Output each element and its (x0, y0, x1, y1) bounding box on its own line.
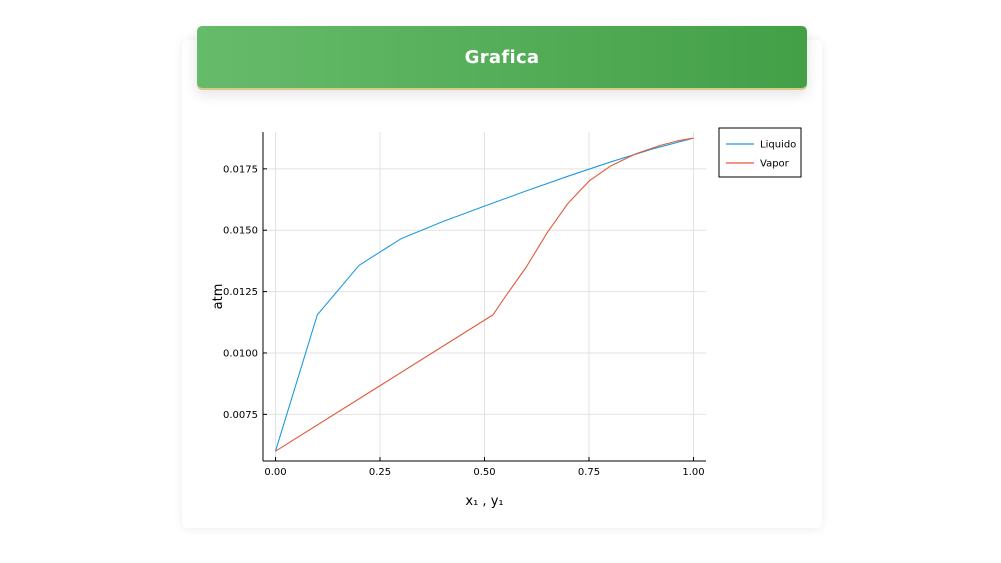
page-title: Grafica (464, 46, 540, 68)
x-tick-label: 0.50 (473, 467, 495, 478)
x-tick-label: 0.00 (264, 467, 286, 478)
card-header: Grafica (197, 26, 807, 88)
x-axis-title: x₁ , y₁ (465, 494, 503, 509)
y-tick-label: 0.0100 (223, 348, 258, 359)
series-line-liquido (274, 137, 694, 452)
chart-card (182, 40, 822, 528)
y-tick-label: 0.0125 (223, 287, 258, 298)
grid-lines (263, 132, 706, 461)
y-tick-label: 0.0150 (223, 226, 258, 237)
legend-label-vapor: Vapor (760, 159, 790, 170)
x-tick-label: 0.25 (369, 467, 391, 478)
y-axis-title: atm (211, 284, 226, 310)
y-tick-label: 0.0075 (223, 410, 258, 421)
series-lines (274, 137, 694, 452)
x-tick-label: 0.75 (578, 467, 600, 478)
tick-labels: 0.00 0.25 0.50 0.75 1.00 0.0075 0.0100 0.0125 0.… (223, 164, 705, 478)
y-tick-label: 0.0175 (223, 164, 258, 175)
legend-box (718, 127, 802, 178)
series-line-vapor (275, 137, 694, 452)
axes (262, 132, 706, 462)
legend-label-liquido: Liquido (760, 140, 796, 151)
legend: Liquido Vapor (718, 127, 802, 178)
x-tick-label: 1.00 (682, 467, 704, 478)
